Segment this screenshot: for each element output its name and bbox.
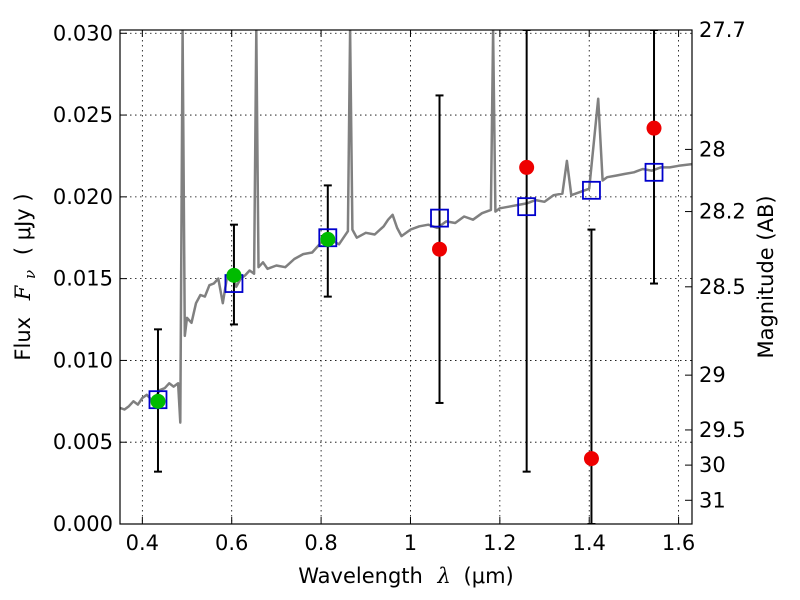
model-spectrum-line bbox=[120, 30, 692, 424]
model-spectrum-layer bbox=[120, 30, 692, 424]
y2-tick-label: 28.5 bbox=[699, 275, 746, 299]
x-tick-label: 0.8 bbox=[304, 531, 337, 555]
grid bbox=[120, 30, 692, 524]
x-tick-label: 1.4 bbox=[573, 531, 606, 555]
x-tick-label: 0.4 bbox=[126, 531, 159, 555]
model-point-square bbox=[430, 208, 449, 228]
x-axis-label-prefix: Wavelength bbox=[298, 564, 423, 588]
ticks: 0.4 0.6 0.8 1 1.2 1.4 1.6 0.000 0.005 0.010 0.015 0… bbox=[53, 18, 746, 555]
observed-point-layer bbox=[150, 120, 662, 467]
y2-tick-label: 28 bbox=[699, 137, 726, 161]
y-tick-label: 0.030 bbox=[53, 21, 113, 45]
y2-tick-label: 27.7 bbox=[699, 18, 746, 42]
y-tick-label: 0.010 bbox=[53, 348, 113, 372]
x-axis-label-unit: (μm) bbox=[464, 564, 514, 588]
y2-tick-label: 30 bbox=[699, 453, 726, 477]
y2-tick-label: 28.2 bbox=[699, 200, 746, 224]
y-axis-label-symbol: F bbox=[11, 284, 35, 301]
x-tick-label: 1 bbox=[404, 531, 417, 555]
x-axis-label: Wavelength λ (μm) bbox=[298, 564, 513, 588]
x-tick-label: 1.2 bbox=[483, 531, 516, 555]
red-observed-point bbox=[519, 159, 535, 175]
y2-tick-label: 29.5 bbox=[699, 418, 746, 442]
y2-tick-label: 31 bbox=[699, 488, 726, 512]
y-tick-label: 0.020 bbox=[53, 185, 113, 209]
y-tick-label: 0.000 bbox=[53, 512, 113, 536]
red-observed-point bbox=[432, 241, 448, 257]
model-point-layer bbox=[148, 162, 664, 410]
red-observed-point bbox=[583, 451, 599, 467]
model-point-square bbox=[582, 180, 601, 200]
y-tick-label: 0.005 bbox=[53, 430, 113, 454]
plot-background bbox=[120, 30, 692, 524]
y2-axis-label: Magnitude (AB) bbox=[754, 195, 778, 358]
y-tick-label: 0.015 bbox=[53, 267, 113, 291]
red-observed-point bbox=[646, 120, 662, 136]
model-point-square bbox=[517, 197, 537, 217]
y2-tick-label: 29 bbox=[699, 363, 726, 387]
y-axis-label-unit: ( μJy ) bbox=[11, 193, 35, 255]
x-axis-label-symbol: λ bbox=[437, 564, 451, 588]
green-observed-point bbox=[150, 393, 166, 409]
y-tick-label: 0.025 bbox=[53, 103, 113, 127]
plot-frame bbox=[119, 29, 693, 525]
green-observed-point bbox=[226, 267, 242, 283]
green-observed-point bbox=[320, 231, 336, 247]
model-point-square bbox=[644, 162, 664, 182]
y-axis-label-prefix: Flux bbox=[11, 317, 35, 361]
x-tick-label: 0.6 bbox=[215, 531, 248, 555]
y-axis-label-subscript: ν bbox=[21, 270, 39, 279]
x-tick-label: 1.6 bbox=[662, 531, 695, 555]
y-axis-label: Flux F ν ( μJy ) bbox=[11, 193, 40, 360]
plot-area bbox=[120, 30, 692, 524]
